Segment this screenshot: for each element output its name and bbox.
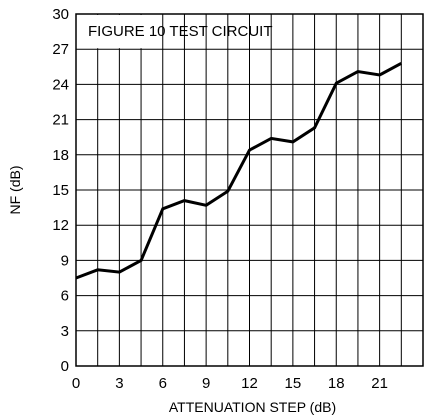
y-tick-label: 18 [52,147,69,164]
y-axis-label: NF (dB) [7,166,23,215]
y-tick-label: 6 [61,288,69,305]
x-tick-label: 21 [371,375,388,392]
y-tick-label: 30 [52,6,69,23]
x-tick-label: 6 [159,375,167,392]
x-tick-label: 0 [72,375,80,392]
y-tick-label: 27 [52,41,69,58]
annotation-box [77,15,162,49]
x-tick-label: 15 [285,375,302,392]
x-tick-labels: 0 3 6 9 12 15 18 21 [72,375,388,392]
x-tick-label: 3 [115,375,123,392]
y-tick-label: 21 [52,112,69,129]
series [75,61,403,280]
annotation-text: FIGURE 10 TEST CIRCUIT [88,23,272,40]
y-tick-label: 15 [52,182,69,199]
y-tick-labels: 0 3 6 9 12 15 18 21 24 27 30 [52,6,69,375]
plot-border [75,13,424,367]
y-tick-label: 12 [52,217,69,234]
x-axis-label: ATTENUATION STEP (dB) [169,399,336,415]
annotation-group: FIGURE 10 TEST CIRCUIT [77,15,272,49]
y-tick-label: 0 [61,358,69,375]
y-tick-label: 3 [61,323,69,340]
y-tick-label: 24 [52,76,69,93]
nf-series-line [75,61,403,280]
grid [76,14,423,366]
x-tick-label: 9 [202,375,210,392]
x-tick-label: 18 [328,375,345,392]
y-tick-label: 9 [61,252,69,269]
x-tick-label: 12 [241,375,258,392]
plot-frame [75,13,424,367]
